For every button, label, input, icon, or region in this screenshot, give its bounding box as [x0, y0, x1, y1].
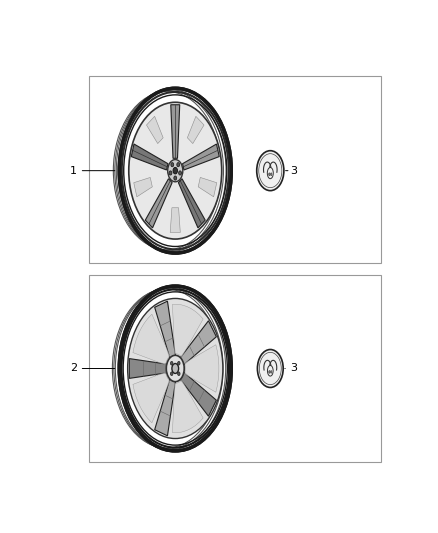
Ellipse shape	[177, 361, 180, 365]
Ellipse shape	[166, 356, 184, 382]
Polygon shape	[146, 116, 163, 143]
Polygon shape	[173, 380, 203, 433]
Text: 1: 1	[70, 166, 77, 176]
Ellipse shape	[168, 159, 183, 182]
Ellipse shape	[271, 173, 272, 176]
Polygon shape	[179, 321, 216, 366]
Polygon shape	[183, 144, 219, 170]
Polygon shape	[145, 179, 172, 228]
Polygon shape	[133, 314, 170, 365]
Ellipse shape	[177, 372, 180, 376]
Polygon shape	[198, 177, 217, 197]
Text: 3: 3	[291, 166, 298, 176]
Ellipse shape	[172, 364, 179, 374]
Text: 3: 3	[291, 364, 298, 374]
Ellipse shape	[257, 151, 284, 191]
Ellipse shape	[169, 171, 172, 175]
Polygon shape	[179, 371, 216, 416]
Polygon shape	[134, 177, 152, 197]
Ellipse shape	[170, 361, 173, 365]
Polygon shape	[185, 345, 219, 392]
Bar	[88, 76, 381, 263]
Ellipse shape	[258, 350, 283, 387]
Polygon shape	[131, 144, 168, 170]
Ellipse shape	[177, 163, 180, 167]
Ellipse shape	[179, 171, 181, 175]
Ellipse shape	[271, 370, 272, 373]
Ellipse shape	[269, 370, 270, 373]
Polygon shape	[133, 372, 170, 423]
Text: 2: 2	[70, 364, 77, 374]
Ellipse shape	[171, 163, 174, 167]
Ellipse shape	[129, 102, 222, 239]
Polygon shape	[187, 116, 204, 143]
Ellipse shape	[170, 372, 173, 376]
Polygon shape	[129, 359, 169, 378]
Polygon shape	[170, 208, 180, 232]
Polygon shape	[171, 105, 180, 158]
Polygon shape	[155, 377, 176, 436]
Ellipse shape	[268, 173, 270, 176]
Bar	[88, 276, 381, 462]
Polygon shape	[178, 179, 205, 228]
Polygon shape	[155, 301, 176, 360]
Ellipse shape	[127, 298, 223, 439]
Ellipse shape	[174, 176, 177, 180]
Polygon shape	[173, 304, 203, 357]
Ellipse shape	[173, 167, 177, 174]
